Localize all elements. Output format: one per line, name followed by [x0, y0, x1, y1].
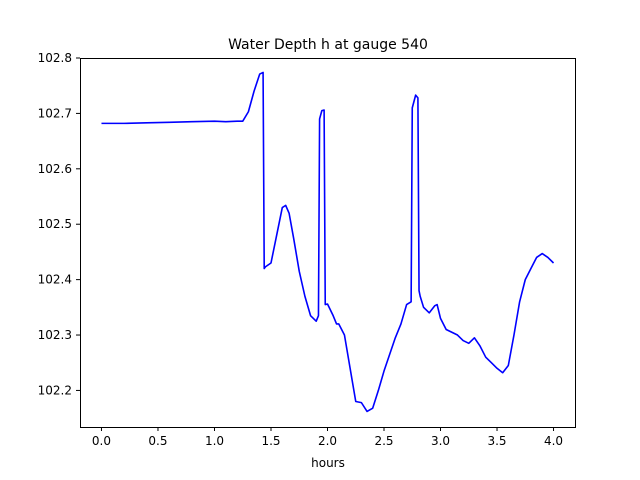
y-tick-label: 102.2: [38, 383, 72, 397]
y-tick-label: 102.6: [38, 162, 72, 176]
y-tick-label: 102.3: [38, 328, 72, 342]
y-tick-label: 102.7: [38, 106, 72, 120]
chart-title: Water Depth h at gauge 540: [228, 37, 428, 53]
x-tick-label: 2.5: [374, 434, 393, 448]
y-tick-label: 102.5: [38, 217, 72, 231]
y-tick-label: 102.4: [38, 273, 72, 287]
x-tick-label: 3.0: [431, 434, 450, 448]
x-tick-label: 3.5: [487, 434, 506, 448]
axes-frame: [80, 58, 576, 428]
y-tick-label: 102.8: [38, 51, 72, 65]
x-tick-label: 1.0: [205, 434, 224, 448]
x-axis-label: hours: [311, 456, 345, 470]
x-tick-label: 0.5: [148, 434, 167, 448]
x-tick-label: 4.0: [544, 434, 563, 448]
x-tick-label: 1.5: [261, 434, 280, 448]
plot-area: [101, 71, 555, 413]
x-tick-label: 0.0: [92, 434, 111, 448]
x-tick-label: 2.0: [318, 434, 337, 448]
water-depth-line: [101, 71, 555, 413]
x-axis: 0.0 0.5 1.0 1.5 2.0 2.5 3.0 3.5 4.0: [92, 427, 563, 448]
y-axis: 102.2 102.3 102.4 102.5 102.6 102.7 102.8: [38, 51, 80, 397]
